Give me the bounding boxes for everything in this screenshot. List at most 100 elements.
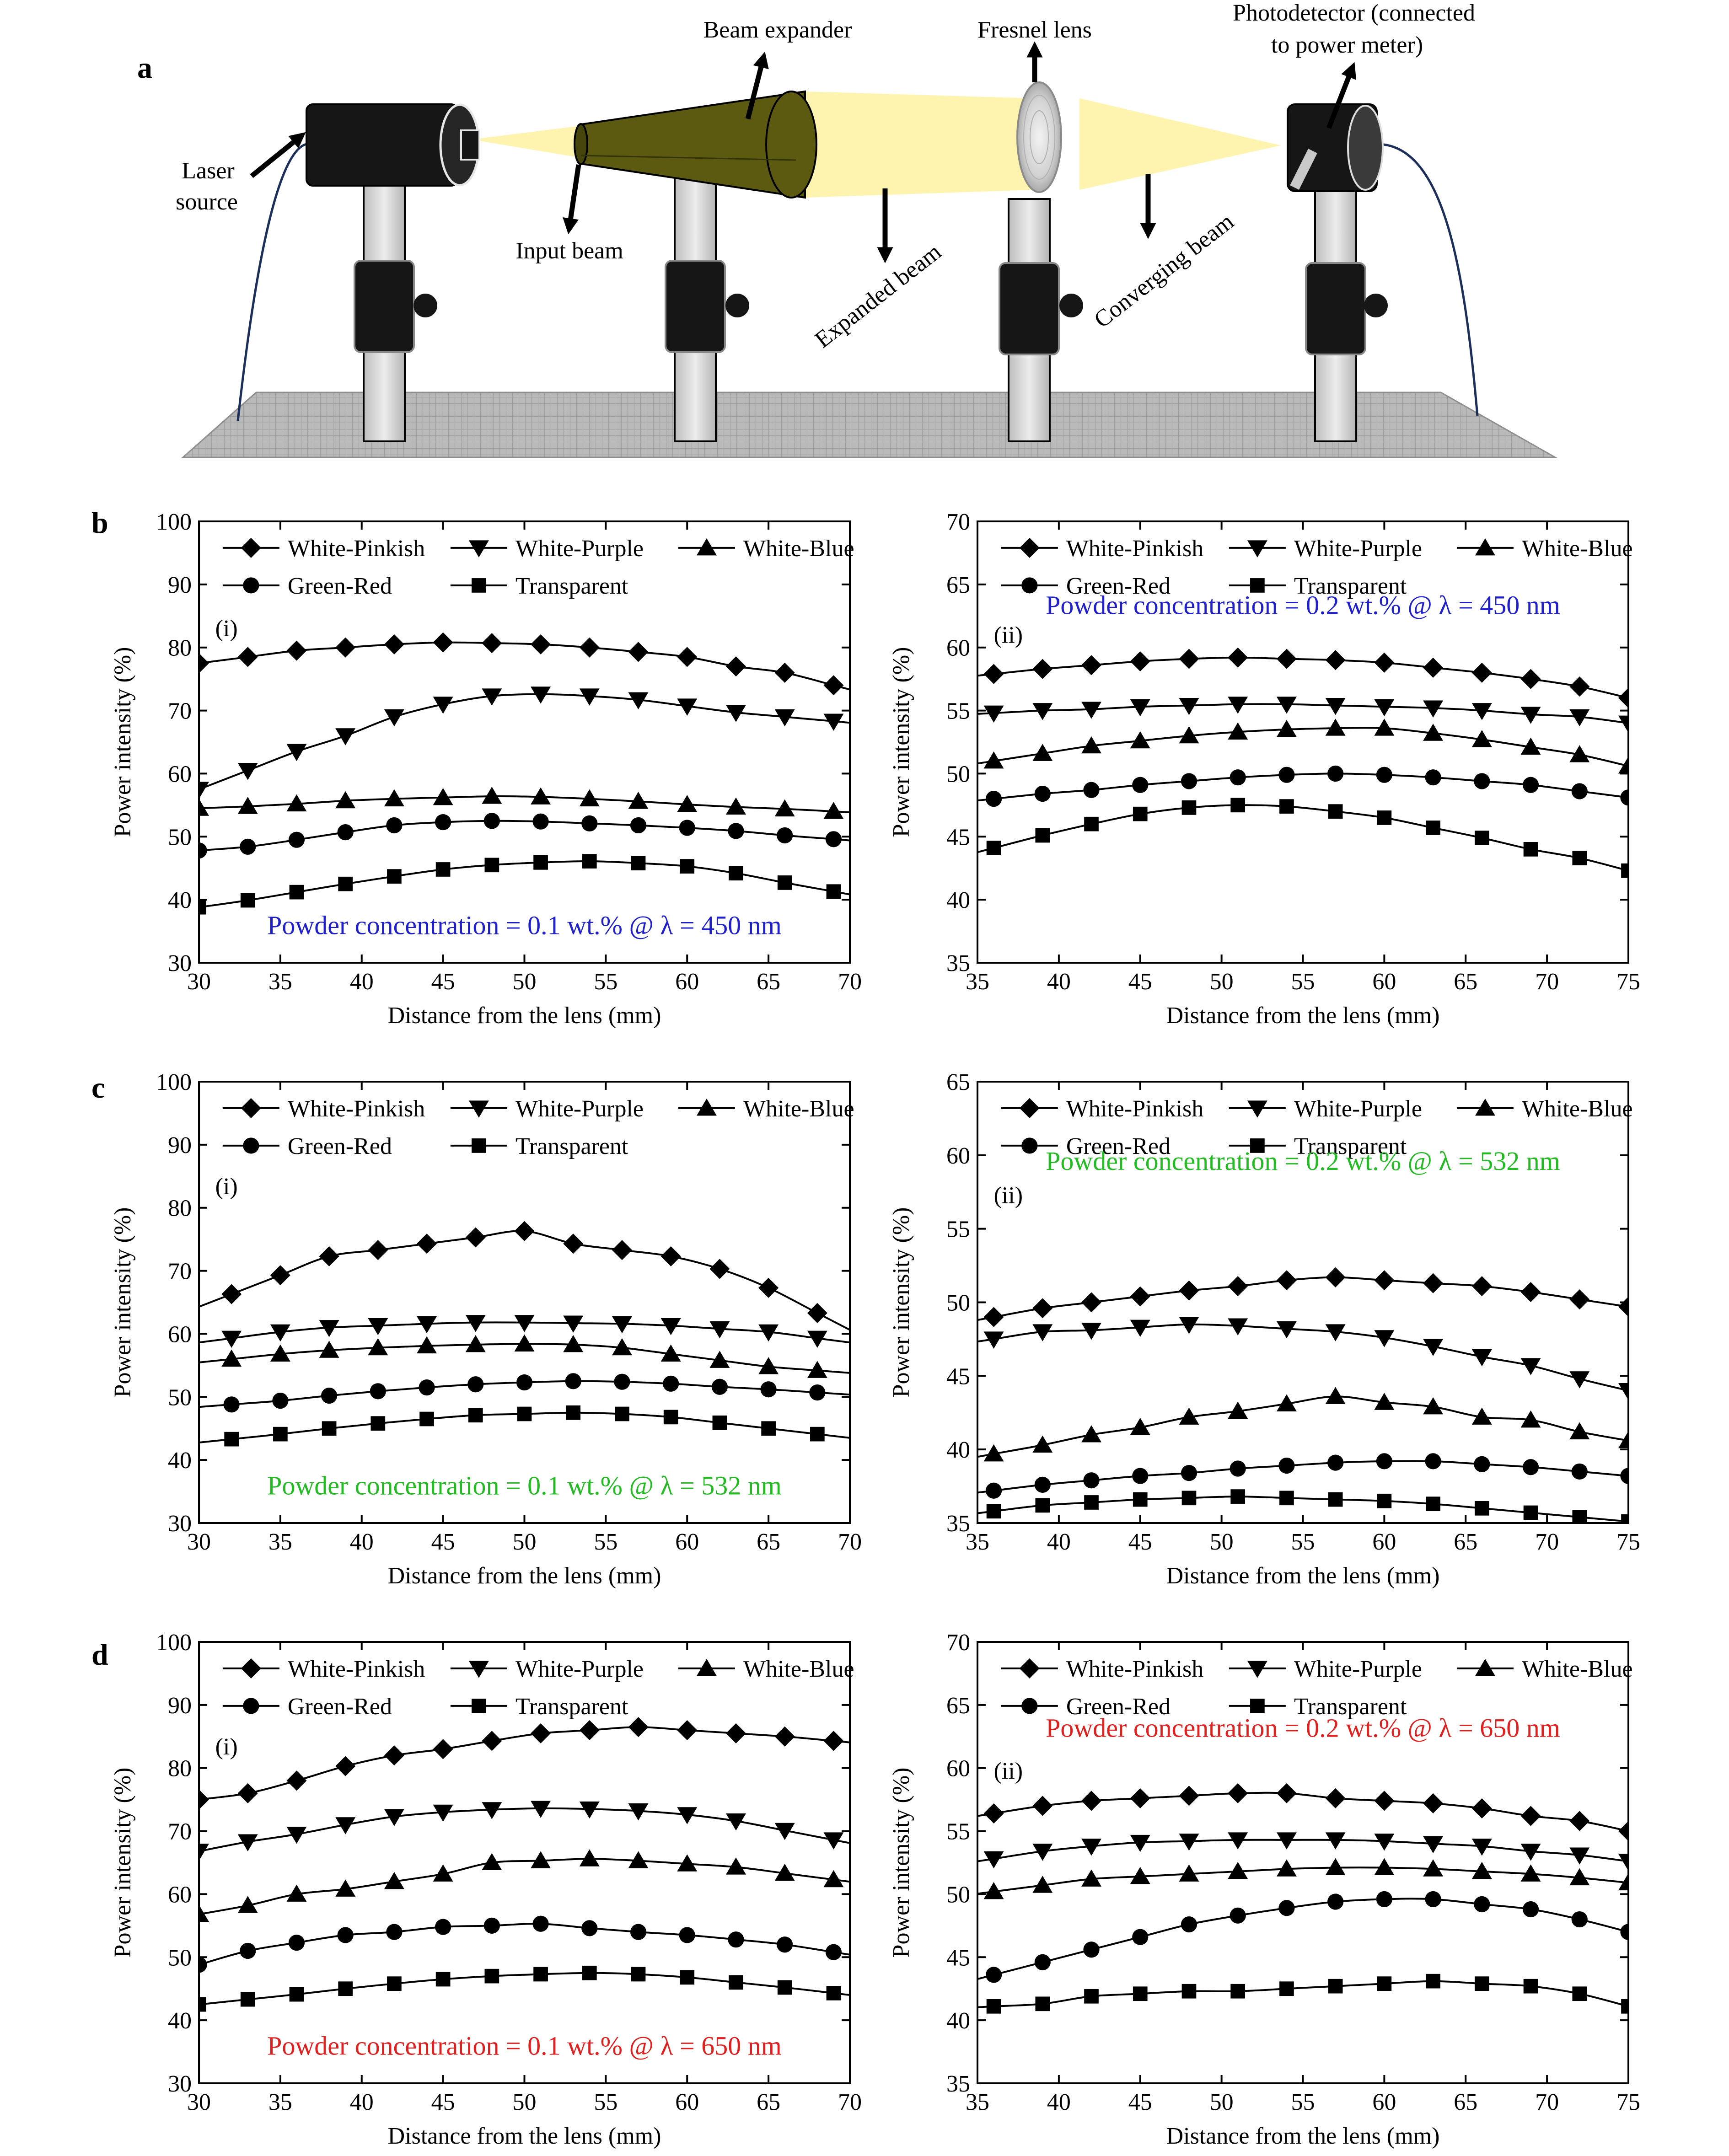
data-point-white-pinkish xyxy=(1179,1786,1199,1806)
y-tick-label: 40 xyxy=(946,1437,970,1463)
data-point-white-blue xyxy=(774,1864,795,1881)
data-point-white-purple xyxy=(983,1851,1004,1869)
data-point-green-red xyxy=(985,790,1002,807)
x-tick-label: 40 xyxy=(1047,2089,1071,2115)
data-point-transparent xyxy=(419,1411,434,1427)
data-point-green-red xyxy=(1620,1924,1628,1940)
data-point-transparent xyxy=(1328,1492,1343,1507)
data-point-white-pinkish xyxy=(384,1745,404,1766)
data-point-white-blue xyxy=(482,1853,502,1870)
data-point-white-blue xyxy=(1471,1407,1492,1425)
data-point-transparent xyxy=(1474,1976,1489,1991)
concentration-annotation: Powder concentration = 0.2 wt.% @ λ = 53… xyxy=(1046,1146,1560,1176)
legend-label: Green-Red xyxy=(1066,1133,1171,1159)
data-point-white-pinkish xyxy=(384,634,404,654)
series-line-white-blue xyxy=(199,795,850,813)
series-line-white-blue xyxy=(199,1858,850,1915)
data-point-white-pinkish xyxy=(1520,1806,1541,1826)
x-tick-label: 50 xyxy=(1210,2089,1234,2115)
y-tick-label: 40 xyxy=(168,1448,192,1474)
data-point-white-blue xyxy=(199,1904,209,1922)
data-point-white-pinkish xyxy=(270,1265,290,1286)
y-tick-label: 35 xyxy=(946,2071,970,2097)
data-point-green-red xyxy=(1376,1453,1392,1470)
series-group xyxy=(977,1783,1628,2014)
data-point-white-blue xyxy=(1374,1393,1395,1410)
legend-label: White-Blue xyxy=(1522,1656,1633,1682)
data-point-transparent xyxy=(729,866,743,881)
series-line-transparent xyxy=(199,1972,850,2006)
data-point-white-purple xyxy=(1374,1330,1395,1347)
data-point-white-blue xyxy=(286,794,307,812)
data-point-white-purple xyxy=(823,1832,844,1850)
arrow-photodetector xyxy=(1326,62,1356,129)
x-tick-label: 50 xyxy=(1210,969,1234,995)
data-point-transparent xyxy=(761,1421,776,1436)
data-point-white-blue xyxy=(579,789,600,807)
data-point-white-pinkish xyxy=(660,1246,681,1266)
data-point-green-red xyxy=(223,1396,240,1413)
legend-marker xyxy=(696,1099,717,1116)
data-point-white-pinkish xyxy=(531,1723,551,1743)
data-point-transparent xyxy=(663,1410,678,1425)
data-point-white-purple xyxy=(628,692,649,710)
data-point-transparent xyxy=(1621,863,1628,878)
x-tick-label: 65 xyxy=(1454,1529,1477,1555)
data-point-white-purple xyxy=(199,1844,209,1861)
label-input-beam: Input beam xyxy=(515,238,623,264)
y-tick-label: 55 xyxy=(946,698,970,724)
data-point-green-red xyxy=(1132,1929,1149,1945)
data-point-white-blue xyxy=(807,1361,827,1378)
data-point-white-purple xyxy=(335,728,356,745)
data-point-white-blue xyxy=(1276,1394,1297,1411)
data-point-green-red xyxy=(1278,767,1295,783)
data-point-green-red xyxy=(240,838,256,855)
data-point-white-pinkish xyxy=(1423,657,1444,678)
series-line-white-purple xyxy=(977,1839,1628,1862)
data-point-white-pinkish xyxy=(1569,1289,1590,1310)
data-point-white-purple xyxy=(465,1315,486,1332)
y-tick-label: 70 xyxy=(168,1819,192,1845)
data-point-green-red xyxy=(1571,1911,1588,1928)
y-tick-label: 70 xyxy=(946,509,970,535)
y-tick-label: 70 xyxy=(168,698,192,724)
series-line-white-pinkish xyxy=(199,1726,850,1801)
legend-marker xyxy=(243,1137,259,1154)
data-point-white-blue xyxy=(237,1896,258,1913)
data-point-green-red xyxy=(272,1392,289,1409)
data-point-white-pinkish xyxy=(758,1277,779,1298)
legend-marker xyxy=(696,1659,717,1676)
data-point-white-blue xyxy=(725,797,746,815)
data-point-white-purple xyxy=(774,1823,795,1840)
y-tick-label: 65 xyxy=(946,572,970,598)
data-point-green-red xyxy=(1034,1476,1051,1493)
x-axis-label: Distance from the lens (mm) xyxy=(388,1563,661,1589)
data-point-green-red xyxy=(1571,1463,1588,1480)
label-converging-beam: Converging beam xyxy=(1089,209,1239,333)
post-expander xyxy=(665,175,749,442)
data-point-transparent xyxy=(1181,1984,1197,1999)
label-laser-source-2: source xyxy=(176,189,238,215)
data-point-transparent xyxy=(1084,816,1099,831)
data-point-white-pinkish xyxy=(1569,676,1590,697)
data-point-green-red xyxy=(1230,1460,1246,1477)
data-point-white-blue xyxy=(1130,731,1150,749)
data-point-transparent xyxy=(1474,1501,1489,1516)
beam-expander xyxy=(574,90,817,199)
data-point-white-blue xyxy=(758,1357,779,1374)
data-point-green-red xyxy=(435,1919,451,1935)
data-point-green-red xyxy=(581,815,598,831)
y-axis-label: Power intensity (%) xyxy=(888,1207,914,1398)
concentration-annotation: Powder concentration = 0.2 wt.% @ λ = 65… xyxy=(1046,1713,1560,1743)
legend-marker xyxy=(1475,538,1495,556)
data-point-white-blue xyxy=(1423,1397,1444,1415)
series-group xyxy=(199,632,850,915)
y-tick-label: 35 xyxy=(946,950,970,976)
series-line-green-red xyxy=(977,1460,1628,1494)
data-point-transparent xyxy=(273,1427,288,1442)
concentration-annotation: Powder concentration = 0.2 wt.% @ λ = 45… xyxy=(1046,590,1560,620)
x-tick-label: 35 xyxy=(268,2089,292,2115)
data-point-green-red xyxy=(581,1920,598,1936)
data-point-white-blue xyxy=(983,1444,1004,1462)
data-point-white-pinkish xyxy=(1374,1270,1395,1291)
